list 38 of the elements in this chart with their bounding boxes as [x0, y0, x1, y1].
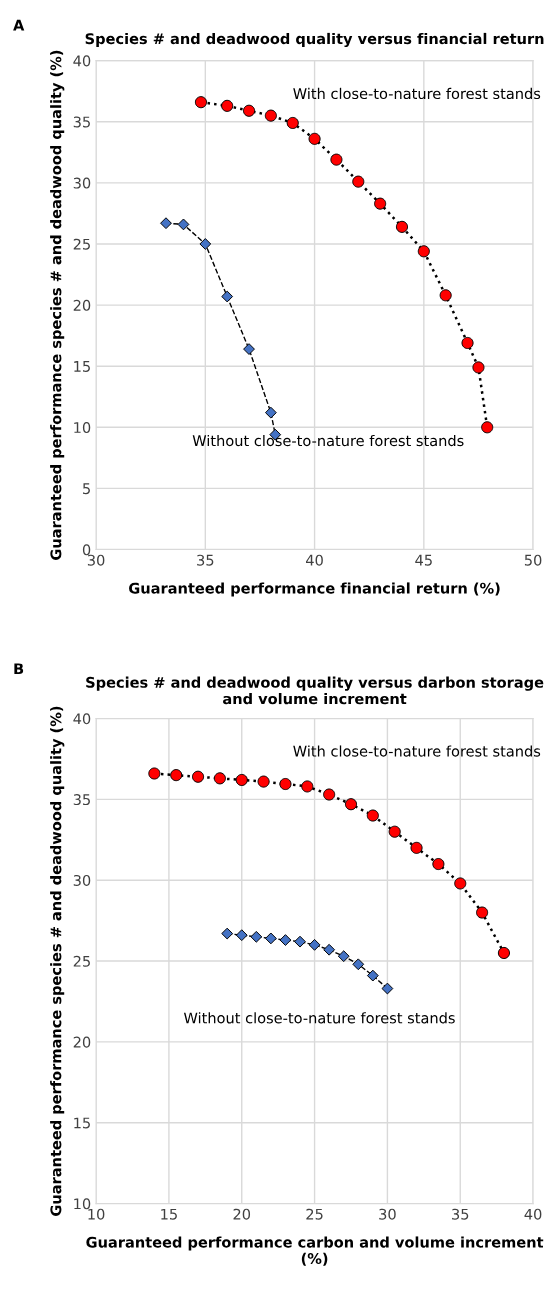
text: A	[13, 19, 25, 31]
chart-title: Species # and deadwood quality versus darbon storage and volume increment	[86, 676, 544, 705]
y-tick-label: 40	[73, 713, 91, 725]
y-tick-label: 25	[73, 238, 90, 250]
x-tick-label: 30	[379, 1208, 396, 1220]
text: B	[14, 663, 24, 675]
x-tick-label: 35	[197, 554, 214, 566]
x-tick-label: 35	[452, 1208, 469, 1220]
y-tick-label: 30	[73, 177, 91, 189]
y-tick-label: 20	[73, 299, 91, 311]
annotation: Without close-to-nature forest stands	[192, 434, 464, 447]
x-tick-label: 40	[524, 1208, 542, 1220]
y-tick-label: 25	[73, 955, 90, 967]
y-tick-label: 30	[73, 874, 91, 886]
annotation: With close-to-nature forest stands	[293, 745, 541, 757]
x-tick-label: 20	[233, 1208, 251, 1220]
x-tick-label: 25	[306, 1208, 323, 1220]
y-axis-title: Guaranteed performance species # and deadwood quality (%)	[50, 50, 65, 560]
y-tick-label: 0	[82, 544, 91, 556]
y-axis-title: Guaranteed performance species # and deadwood quality (%)	[50, 706, 65, 1216]
y-tick-label: 10	[74, 1198, 91, 1210]
x-tick-label: 15	[161, 1208, 177, 1220]
annotation: With close-to-nature forest stands	[293, 87, 541, 100]
annotation: Without close-to-nature forest stands	[183, 1012, 455, 1024]
x-tick-label: 45	[415, 554, 432, 566]
y-tick-label: 40	[73, 55, 91, 67]
y-tick-label: 15	[74, 1117, 90, 1129]
x-tick-label: 40	[306, 554, 323, 566]
y-tick-label: 20	[73, 1036, 91, 1048]
y-tick-label: 15	[74, 361, 90, 372]
y-tick-label: 5	[83, 483, 90, 495]
chart-title: Species # and deadwood quality versus financial return	[85, 32, 544, 48]
y-tick-label: 10	[74, 422, 91, 434]
x-tick-label: 50	[524, 554, 542, 566]
y-tick-label: 35	[73, 116, 90, 128]
x-axis-title: Guaranteed performance carbon and volume increment (%)	[86, 1236, 544, 1266]
y-tick-label: 35	[73, 794, 90, 806]
x-axis-title: Guaranteed performance financial return (%)	[129, 582, 500, 597]
